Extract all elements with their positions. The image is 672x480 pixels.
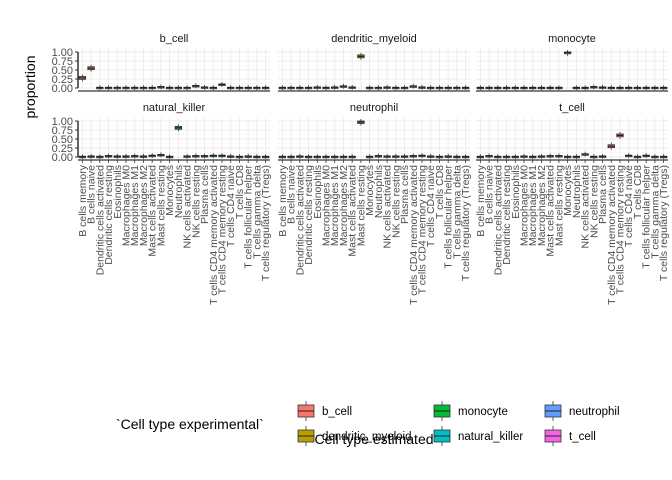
x-tick-label: T cells CD4 naive: [425, 165, 437, 247]
x-tick-label: T cells follicular helper: [243, 165, 255, 269]
y-tick-label: 0.75: [52, 56, 73, 68]
panel-title: b_cell: [160, 33, 189, 45]
x-tick-label: Eosinophils: [112, 165, 124, 219]
panel-dendritic-myeloid: dendritic_myeloid: [278, 33, 470, 92]
x-tick-label: T cells CD8: [234, 165, 246, 219]
x-tick-label: B cells memory: [475, 164, 487, 237]
legend-label: natural_killer: [458, 431, 523, 443]
y-tick-label: 0.50: [52, 65, 73, 77]
legend-label: dendritic_myeloid: [322, 431, 412, 443]
x-tick-label: T cells follicular helper: [641, 165, 653, 269]
x-tick-label: Neutrophils: [373, 165, 385, 218]
panel-title: dendritic_myeloid: [331, 33, 417, 45]
x-tick-label: T cells gamma delta: [649, 165, 661, 259]
x-axis-title: `Cell type estimated`: [310, 431, 438, 447]
x-tick-label: Macrophages M1: [527, 165, 539, 246]
x-tick-label: T cells CD4 memory resting: [217, 165, 229, 294]
x-tick-label: NK cells resting: [390, 165, 402, 238]
x-tick-label: Mast cells resting: [553, 165, 565, 246]
x-tick-label: Mast cells resting: [155, 165, 167, 246]
x-tick-label: Mast cells activated: [347, 165, 359, 257]
y-tick-label: 0.75: [52, 125, 73, 137]
x-tick-label: B cells memory: [277, 164, 289, 237]
x-tick-label: T cells regulatory (Tregs): [460, 165, 472, 281]
panel-b-cell: b_cell 0.000.250.500.751.00: [52, 33, 270, 95]
y-tick-label: 0.50: [52, 134, 73, 146]
x-tick-label: T cells gamma delta: [451, 165, 463, 259]
legend-label: t_cell: [569, 431, 596, 443]
x-tick-label: Macrophages M2: [536, 165, 548, 246]
x-tick-label: T cells CD4 memory activated: [408, 165, 420, 305]
x-tick-label: T cells regulatory (Tregs): [260, 165, 272, 281]
x-tick-label: T cells CD4 memory resting: [615, 165, 627, 294]
y-tick-label: 0.25: [52, 143, 73, 155]
x-tick-label: Plasma cells: [597, 165, 609, 224]
x-tick-label: Monocytes: [562, 165, 574, 216]
x-tick-label: Macrophages M2: [338, 165, 350, 246]
x-tick-label: Mast cells activated: [147, 165, 159, 257]
x-tick-label: B cells naive: [286, 165, 298, 224]
x-tick-label: T cells CD8: [632, 165, 644, 219]
y-tick-label: 0.00: [52, 152, 73, 164]
x-tick-label: Dendritic cells activated: [294, 165, 306, 275]
x-tick-label: T cells CD4 naive: [225, 165, 237, 247]
x-tick-label: Dendritic cells resting: [501, 165, 513, 265]
x-tick-label: T cells CD4 memory activated: [208, 165, 220, 305]
panel-natural-killer: natural_killer 0.000.250.500.751.00 B cell…: [52, 102, 273, 305]
x-tick-label: Mast cells activated: [545, 165, 557, 257]
x-tick-label: Mast cells resting: [355, 165, 367, 246]
y-tick-label: 0.00: [52, 83, 73, 95]
x-tick-label: T cells regulatory (Tregs): [658, 165, 670, 281]
legend-label: neutrophil: [569, 406, 620, 418]
x-tick-label: Dendritic cells activated: [94, 165, 106, 275]
y-tick-label: 0.25: [52, 74, 73, 86]
x-tick-label: NK cells resting: [190, 165, 202, 238]
panel-title: neutrophil: [350, 102, 398, 114]
panel-title: natural_killer: [143, 102, 206, 114]
legend: `Cell type experimental` b_cell dendritic_…: [116, 401, 620, 446]
x-tick-label: T cells CD4 memory resting: [417, 165, 429, 294]
y-tick-label: 1.00: [52, 47, 73, 59]
panel-title: monocyte: [548, 33, 596, 45]
x-tick-label: B cells memory: [77, 164, 89, 237]
x-tick-label: B cells naive: [484, 165, 496, 224]
legend-label: monocyte: [458, 406, 508, 418]
x-tick-label: Macrophages M0: [121, 165, 133, 246]
x-tick-label: B cells naive: [86, 165, 98, 224]
x-tick-label: Dendritic cells resting: [103, 165, 115, 265]
y-axis-title: proportion: [22, 55, 38, 118]
x-tick-label: Macrophages M0: [519, 165, 531, 246]
x-tick-label: T cells CD8: [434, 165, 446, 219]
x-tick-label: T cells CD4 memory activated: [606, 165, 618, 305]
x-tick-label: Dendritic cells resting: [303, 165, 315, 265]
x-tick-label: NK cells activated: [382, 165, 394, 249]
x-tick-label: Monocytes: [164, 165, 176, 216]
x-tick-label: Macrophages M1: [129, 165, 141, 246]
panel-title: t_cell: [559, 102, 585, 114]
x-tick-label: Neutrophils: [571, 165, 583, 218]
y-tick-label: 1.00: [52, 116, 73, 128]
x-tick-label: Eosinophils: [312, 165, 324, 219]
x-tick-label: Macrophages M0: [321, 165, 333, 246]
x-tick-label: NK cells activated: [580, 165, 592, 249]
x-tick-label: Macrophages M1: [329, 165, 341, 246]
x-tick-label: Eosinophils: [510, 165, 522, 219]
x-tick-label: T cells gamma delta: [251, 165, 263, 259]
x-tick-label: T cells CD4 naive: [623, 165, 635, 247]
x-tick-label: Neutrophils: [173, 165, 185, 218]
x-tick-label: NK cells resting: [588, 165, 600, 238]
x-tick-label: Monocytes: [364, 165, 376, 216]
panel-monocyte: monocyte: [476, 33, 668, 92]
x-tick-label: Macrophages M2: [138, 165, 150, 246]
legend-label: b_cell: [322, 406, 352, 418]
x-tick-label: T cells follicular helper: [443, 165, 455, 269]
x-tick-label: NK cells activated: [182, 165, 194, 249]
legend-title: `Cell type experimental`: [116, 416, 264, 432]
x-tick-label: Plasma cells: [199, 165, 211, 224]
x-tick-label: Dendritic cells activated: [492, 165, 504, 275]
x-tick-label: Plasma cells: [399, 165, 411, 224]
